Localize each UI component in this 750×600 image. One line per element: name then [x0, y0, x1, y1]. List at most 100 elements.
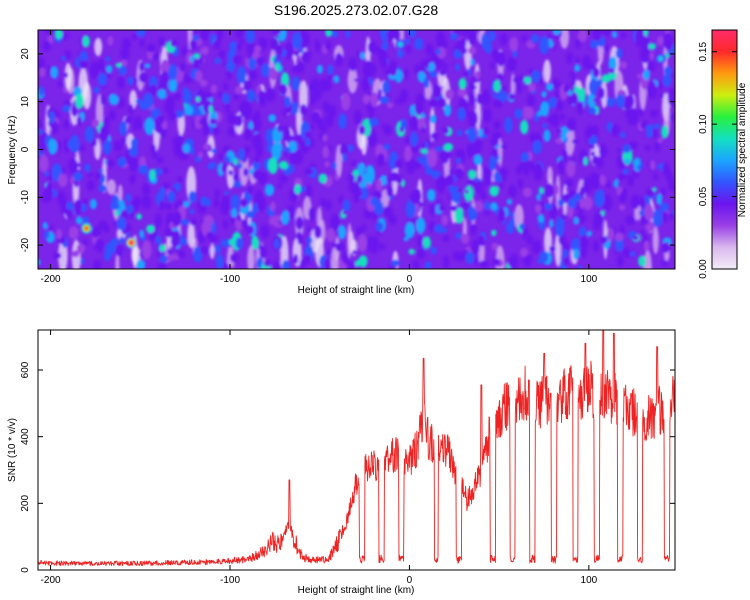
heatmap-cell — [114, 210, 120, 217]
heatmap-cell — [173, 211, 182, 227]
heatmap-cell — [192, 58, 200, 70]
heatmap-cell — [368, 118, 379, 127]
heatmap-cell — [357, 162, 366, 175]
heatmap-cell — [228, 169, 234, 176]
snr-plot-area — [38, 330, 675, 570]
y-tick-label: 200 — [20, 495, 31, 512]
heatmap-cell — [58, 173, 68, 187]
heatmap-cell — [99, 124, 110, 142]
heatmap-cell — [468, 206, 476, 222]
heatmap-cell — [68, 226, 79, 240]
heatmap-cell — [77, 144, 86, 152]
heatmap-cell — [170, 39, 178, 48]
heatmap-cell — [168, 64, 178, 81]
heatmap-cell — [53, 252, 62, 260]
heatmap-cell — [239, 100, 249, 118]
heatmap-cell — [506, 199, 513, 205]
y-tick-label: -20 — [20, 237, 31, 252]
heatmap-cell — [70, 134, 80, 154]
heatmap-cell — [555, 220, 564, 237]
heatmap-cell — [192, 34, 199, 42]
heatmap-cell — [555, 100, 564, 112]
heatmap-cell — [132, 76, 138, 86]
heatmap-cell — [95, 238, 104, 253]
heatmap-cell — [246, 210, 256, 219]
heatmap-cell — [422, 236, 431, 249]
heatmap-cell — [176, 134, 184, 147]
heatmap-cell — [212, 126, 220, 136]
heatmap-cells — [38, 30, 675, 269]
heatmap-cell — [205, 92, 213, 99]
heatmap-cell — [342, 251, 349, 265]
heatmap-cell — [549, 214, 555, 221]
heatmap-cell — [75, 216, 83, 225]
heatmap-x-axis-label: Height of straight line (km) — [298, 285, 415, 296]
heatmap-cell — [563, 255, 570, 267]
heatmap-cell — [661, 125, 669, 139]
x-tick-label: 0 — [407, 575, 413, 586]
heatmap-cell — [57, 80, 64, 87]
heatmap-cell — [154, 167, 163, 176]
heatmap-cell — [573, 217, 579, 225]
heatmap-cell — [38, 86, 45, 97]
heatmap-cell — [554, 91, 560, 99]
heatmap-cell — [240, 198, 248, 208]
heatmap-cell — [79, 258, 85, 265]
heatmap-cell — [38, 154, 49, 173]
snr-x-axis: -200 -100 0 100 — [41, 330, 598, 586]
heatmap-cell — [482, 126, 490, 136]
heatmap-cell — [177, 177, 183, 183]
heatmap-cell — [590, 40, 599, 49]
heatmap-cell — [150, 143, 157, 154]
heatmap-cell — [557, 198, 565, 207]
heatmap-cell — [106, 179, 117, 195]
heatmap-cell — [39, 67, 46, 78]
heatmap-cell — [632, 158, 641, 167]
heatmap-cell — [567, 118, 576, 128]
heatmap-cell — [517, 178, 523, 189]
heatmap-cell — [611, 124, 620, 137]
colorbar-label: Normalized spectral amplitude — [737, 82, 748, 217]
heatmap-cell — [571, 77, 577, 87]
heatmap-cell — [224, 103, 231, 113]
heatmap-cell — [395, 175, 403, 185]
snr-y-axis-label: SNR (10 * v/v) — [7, 418, 18, 482]
heatmap-cell — [585, 127, 593, 140]
heatmap-cell — [331, 30, 339, 38]
heatmap-cell — [283, 150, 289, 157]
y-tick-label: 400 — [20, 428, 31, 445]
heatmap-cell — [442, 234, 450, 242]
heatmap-cell — [507, 257, 515, 268]
heatmap-cell — [650, 159, 656, 171]
heatmap-cell — [532, 140, 542, 154]
heatmap-cell — [268, 216, 278, 226]
heatmap-cell — [473, 256, 479, 265]
heatmap-cell — [306, 236, 313, 245]
heatmap-cell — [423, 77, 430, 89]
heatmap-cell — [159, 255, 168, 264]
heatmap-cell — [369, 62, 376, 76]
heatmap-cell — [592, 240, 600, 252]
heatmap-cell — [619, 191, 627, 201]
heatmap-cell — [209, 118, 218, 125]
heatmap-cell — [70, 250, 80, 258]
heatmap-cell — [590, 150, 596, 157]
heatmap-cell — [596, 156, 604, 168]
heatmap-cell — [64, 62, 72, 91]
heatmap-cell — [406, 44, 412, 54]
heatmap-cell — [173, 91, 181, 101]
heatmap-cell — [591, 125, 599, 136]
heatmap-cell — [241, 218, 249, 229]
heatmap-cell — [106, 160, 114, 168]
heatmap-cell — [297, 238, 304, 245]
heatmap-cell — [195, 96, 201, 103]
heatmap-cell — [166, 106, 173, 117]
heatmap-cell — [63, 119, 70, 129]
heatmap-cell — [220, 238, 231, 248]
heatmap-cell — [43, 231, 50, 239]
heatmap-cell — [540, 101, 550, 117]
heatmap-cell — [38, 141, 46, 154]
heatmap-cell — [293, 253, 299, 265]
heatmap-cell — [571, 238, 581, 253]
heatmap-cell — [526, 235, 533, 245]
